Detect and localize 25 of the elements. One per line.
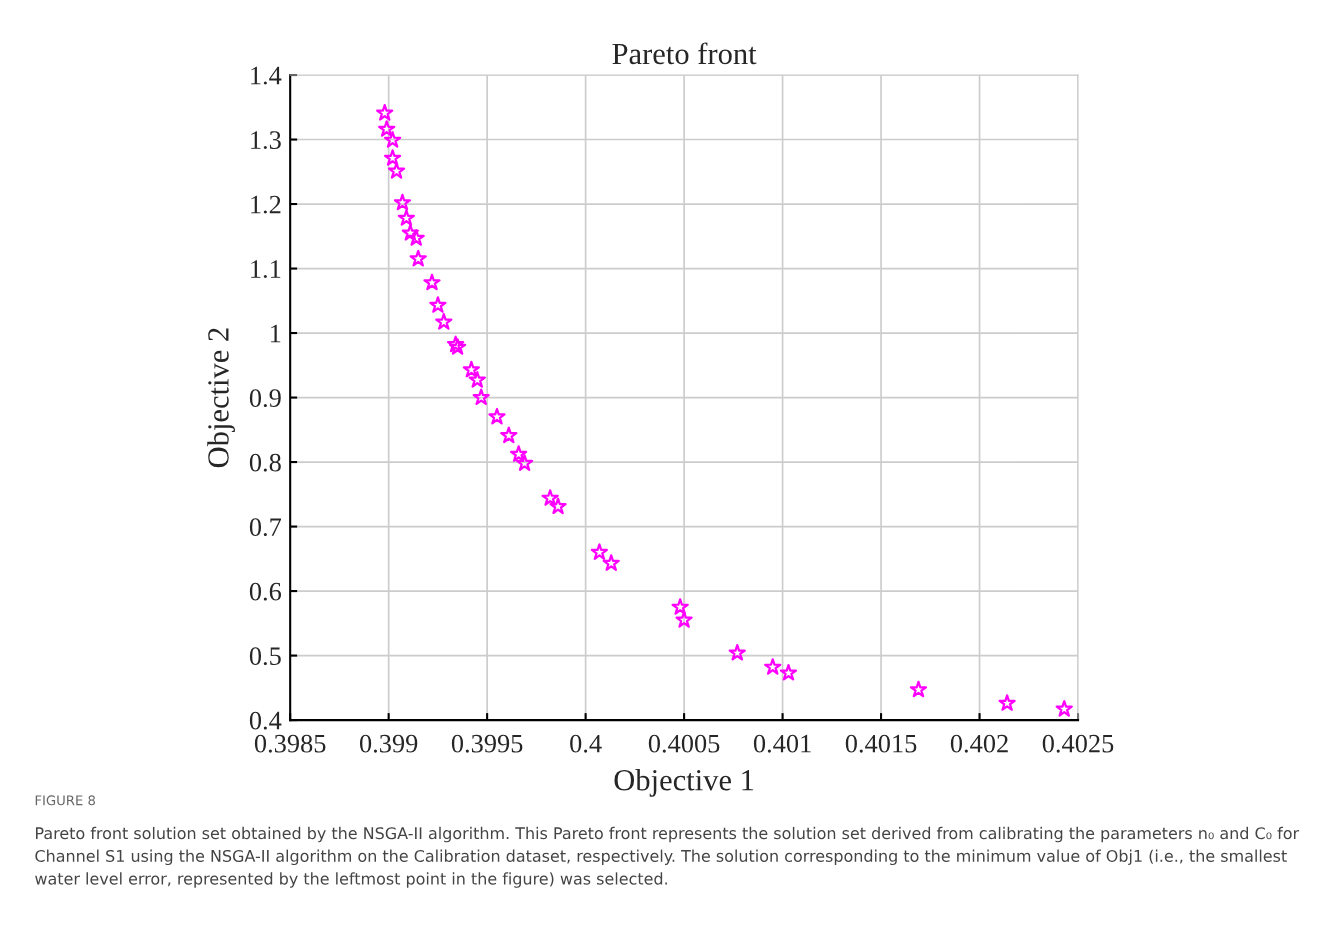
y-tick-label: 1.4 <box>251 66 282 85</box>
chart-title: Pareto front <box>612 42 757 65</box>
x-tick-label: 0.399 <box>359 734 418 753</box>
x-tick-label: 0.402 <box>950 734 1008 753</box>
x-tick-label: 0.4 <box>570 734 602 753</box>
text: Pareto front solution set obtained by the NSGA-II algorithm. This Pareto front represents the solution set derived from calibrating the parameters n₀ and C₀ for Channel S1 using the NSGA-II algorithm on the Calibration dataset, respectively. The solution corresponding to the minimum value of Obj1 (i.e., the smallest water level error, represented by the leftmost point in the figure) was selected. <box>35 826 1300 888</box>
y-tick-label: 0.6 <box>249 582 282 601</box>
y-tick-label: 1.3 <box>251 131 281 150</box>
x-tick-label: 0.401 <box>753 734 811 753</box>
y-tick-label: 1.1 <box>251 260 281 279</box>
x-tick-label: 0.4005 <box>648 734 720 753</box>
x-tick-label: 0.3995 <box>451 734 523 753</box>
caption: FIGURE 8 <box>35 795 95 806</box>
y-tick-label: 1.2 <box>251 195 281 214</box>
y-tick-label: 0.8 <box>249 453 281 472</box>
x-tick-label: 0.4025 <box>1042 734 1114 753</box>
y-tick-label: 1 <box>270 324 281 343</box>
y-tick-label: 0.9 <box>249 389 281 408</box>
y-tick-label: 0.4 <box>249 711 282 730</box>
y-tick-label: 0.7 <box>249 518 282 537</box>
x-axis-title: Objective 1 <box>614 769 754 797</box>
y-tick-label: 0.5 <box>249 647 281 666</box>
x-tick-label: 0.4015 <box>845 734 917 753</box>
y-axis-title: Objective 2 <box>207 328 235 468</box>
x-tick-label: 0.3985 <box>254 734 326 753</box>
